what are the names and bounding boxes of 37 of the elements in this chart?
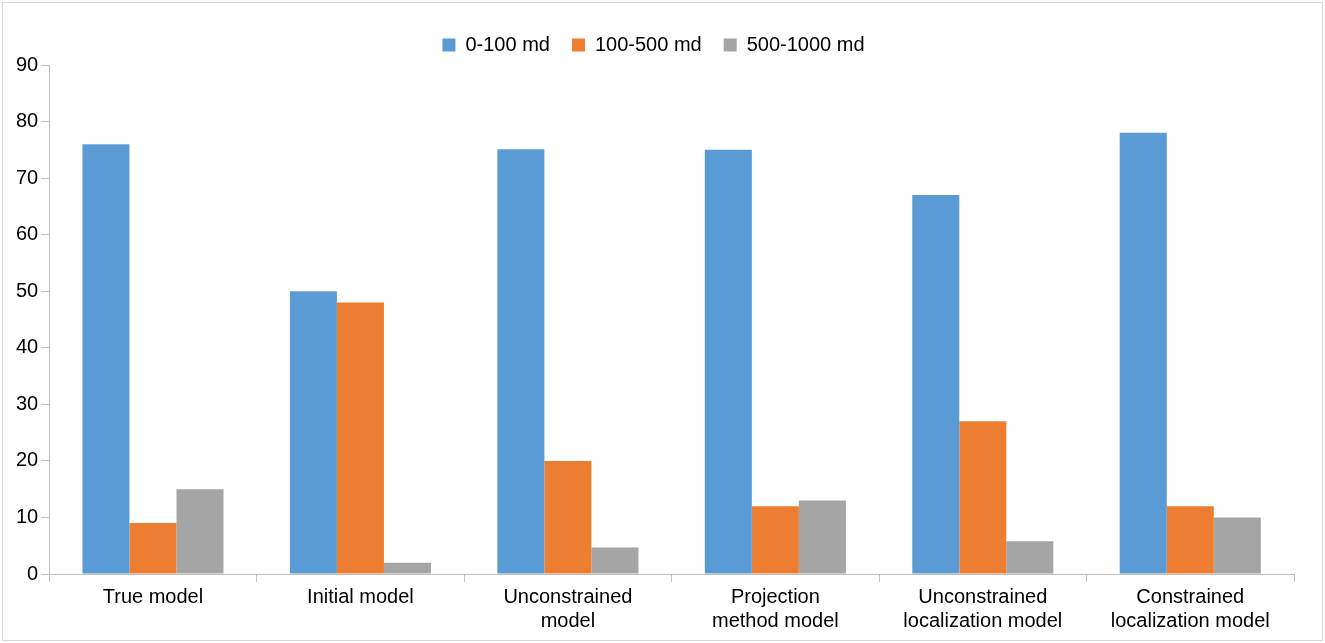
bar <box>176 489 224 574</box>
bar <box>959 421 1007 574</box>
x-tick-label: Constrained localization model <box>1110 584 1270 631</box>
x-tick-label: Unconstrained model <box>503 584 633 631</box>
y-tick-label: 80 <box>16 109 39 132</box>
bar <box>751 506 799 574</box>
bar <box>1213 517 1261 574</box>
bar <box>129 523 177 574</box>
bar <box>544 460 592 574</box>
y-tick-label: 0 <box>27 561 39 584</box>
y-tick-label: 90 <box>16 52 39 75</box>
bar <box>1166 506 1214 574</box>
y-tick-label: 70 <box>16 165 39 188</box>
bar <box>497 149 545 574</box>
bar <box>82 144 130 574</box>
y-tick-label: 50 <box>16 278 39 301</box>
legend-label: 0-100 md <box>465 32 550 55</box>
x-tick-label: True model <box>102 584 204 607</box>
legend-label: 100-500 md <box>594 32 702 55</box>
y-tick-label: 60 <box>16 222 39 245</box>
bar <box>798 500 846 574</box>
bar <box>336 302 384 574</box>
bar <box>704 149 752 574</box>
y-tick-label: 40 <box>16 335 39 358</box>
bar <box>383 562 431 574</box>
x-tick-label: Unconstrained localization model <box>903 584 1063 631</box>
legend-label: 500-1000 md <box>746 32 865 55</box>
bar <box>1006 541 1054 574</box>
bar <box>1119 132 1167 574</box>
x-tick-label: Initial model <box>307 584 414 607</box>
y-tick-label: 10 <box>16 504 39 527</box>
bar <box>289 291 337 574</box>
y-tick-label: 30 <box>16 391 39 414</box>
y-tick-label: 20 <box>16 448 39 471</box>
x-tick-label: Projection method model <box>711 584 839 631</box>
bar <box>591 547 639 574</box>
bar <box>912 195 960 574</box>
